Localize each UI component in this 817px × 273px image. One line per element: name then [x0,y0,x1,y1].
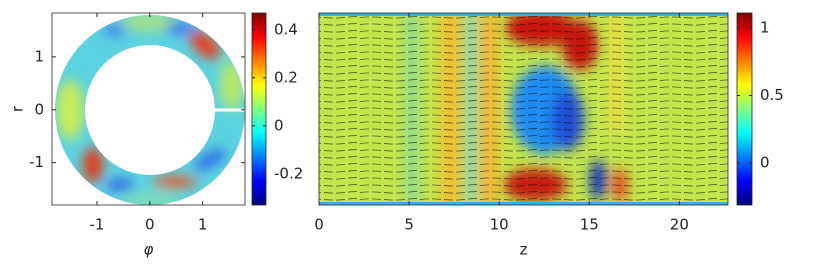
y-tick-label: 1 [34,47,44,65]
colorbar [251,12,267,206]
colorbar-tick-label: -0.2 [274,164,303,182]
x-tick-label: 0 [145,216,155,234]
y-tick-label: 0 [34,100,44,118]
colorbar [736,12,753,206]
colorbar-tick-label: 0 [274,116,284,134]
axes-frame [51,12,246,206]
x-axis-label: φ [144,241,154,259]
axes-frame [318,12,729,206]
y-tick-label: -1 [29,153,44,171]
x-tick-label: -1 [89,216,104,234]
x-tick-label: 1 [198,216,208,234]
x-axis-label: z [520,241,528,259]
x-tick-label: 5 [404,216,414,234]
colorbar-tick-label: 0 [760,154,770,172]
colorbar-tick-label: 0.5 [760,86,784,104]
x-tick-label: 0 [314,216,324,234]
colorbar-tick-label: 1 [760,18,770,36]
x-tick-label: 20 [670,216,689,234]
colorbar-tick-label: 0.2 [274,68,298,86]
x-tick-label: 15 [580,216,599,234]
y-axis-label: r [9,105,27,112]
z-field [319,13,728,205]
x-tick-label: 10 [490,216,509,234]
colorbar-tick-label: 0.4 [274,20,298,38]
